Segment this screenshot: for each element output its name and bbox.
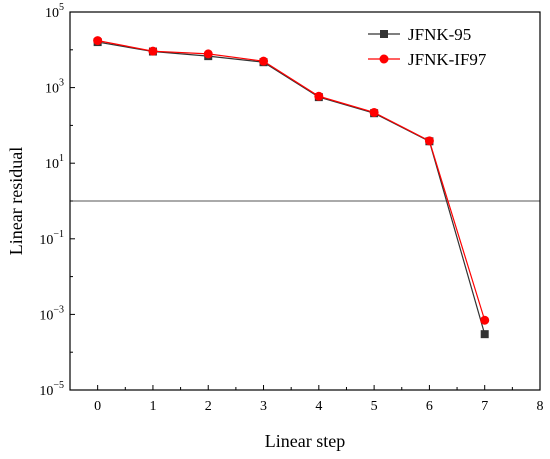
- data-point-circle: [93, 36, 103, 46]
- x-tick-label: 2: [205, 399, 212, 414]
- data-point-circle: [480, 315, 490, 325]
- x-axis-label: Linear step: [265, 431, 345, 451]
- y-axis-label: Linear residual: [6, 147, 26, 255]
- data-point-circle: [369, 107, 379, 117]
- series-jfnk-95: [93, 38, 489, 339]
- series-jfnk-if97: [93, 36, 490, 325]
- data-point-circle: [424, 136, 434, 146]
- series-layer: [93, 36, 490, 339]
- y-tick-label: 10−1: [39, 229, 64, 248]
- axis-ticks: 0 1 2 3 4 5 6 7 8 10−5 10−3 10−1 101 103 105: [39, 2, 543, 414]
- y-tick-label: 10−5: [39, 380, 64, 399]
- series-line: [97, 41, 486, 335]
- data-point-square: [480, 330, 489, 339]
- x-tick-label: 3: [260, 399, 267, 414]
- x-tick-label: 0: [94, 399, 101, 414]
- legend-label: JFNK-IF97: [408, 50, 487, 69]
- data-point-circle: [203, 49, 213, 59]
- x-tick-label: 8: [537, 399, 544, 414]
- series-line: [97, 40, 486, 321]
- x-tick-label: 5: [371, 399, 378, 414]
- x-tick-label: 7: [481, 399, 488, 414]
- legend-label: JFNK-95: [408, 25, 471, 44]
- legend-item: JFNK-IF97: [368, 50, 487, 69]
- x-tick-label: 4: [315, 399, 322, 414]
- x-tick-label: 6: [426, 399, 433, 414]
- y-tick-label: 103: [45, 78, 64, 97]
- legend-marker-square: [380, 30, 388, 38]
- y-tick-label: 105: [45, 2, 64, 21]
- legend-marker-circle: [379, 54, 389, 64]
- legend-item: JFNK-95: [368, 25, 471, 44]
- y-tick-label: 101: [45, 153, 64, 172]
- x-tick-label: 1: [149, 399, 156, 414]
- data-point-circle: [259, 56, 269, 66]
- data-point-circle: [314, 91, 324, 101]
- y-tick-label: 10−3: [39, 304, 64, 323]
- data-point-circle: [148, 46, 158, 56]
- legend: JFNK-95 JFNK-IF97: [368, 25, 487, 69]
